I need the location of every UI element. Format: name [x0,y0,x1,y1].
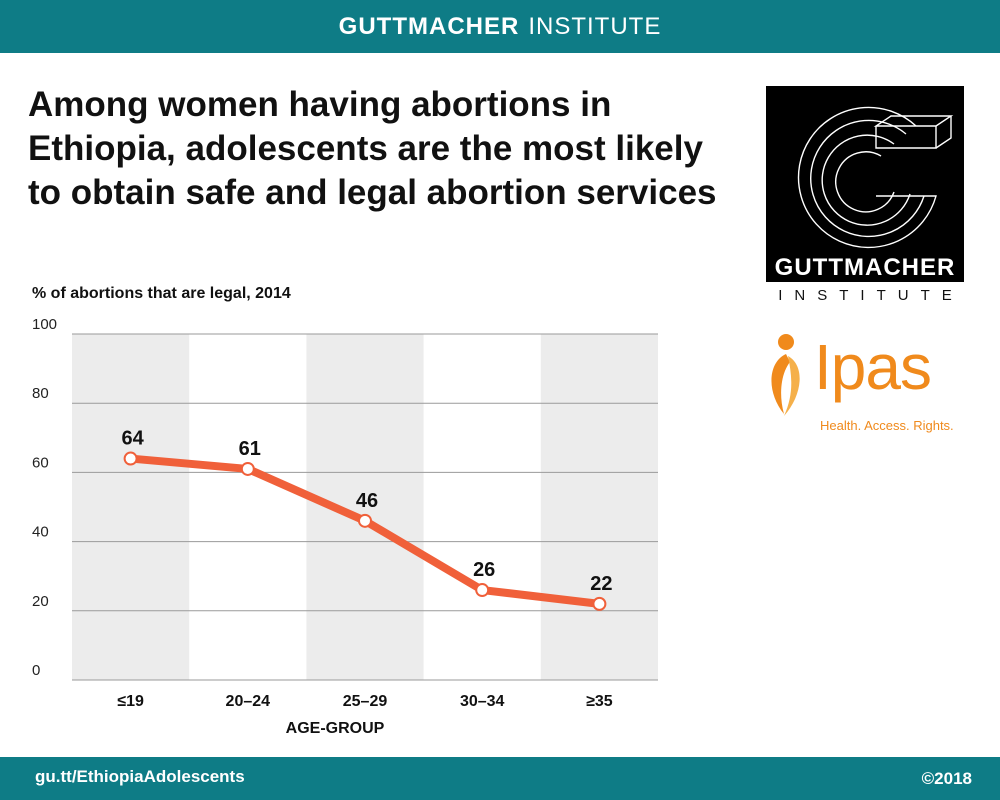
y-tick-label: 100 [32,316,57,333]
guttmacher-logo: GUTTMACHER INSTITUTE [766,86,964,304]
x-tick-label: ≤19 [117,693,144,710]
ipas-figure-icon [771,334,800,416]
page-title: Among women having abortions in Ethiopia… [28,85,717,212]
ipas-wordmark: Ipas [814,331,932,403]
data-point [240,461,255,476]
footer-bar: gu.tt/EthiopiaAdolescents ©2018 [0,757,1000,800]
chart-band [72,334,190,680]
header-brand-bold: GUTTMACHER [338,12,520,40]
data-label: 61 [239,438,261,460]
footer-url[interactable]: gu.tt/EthiopiaAdolescents [35,767,245,786]
guttmacher-logo-name: GUTTMACHER [774,254,956,281]
y-tick-label: 60 [32,454,49,471]
x-tick-label: ≥35 [586,693,613,710]
x-axis-label: AGE-GROUP [286,720,385,737]
y-tick-label: 20 [32,593,49,610]
header-brand-light: INSTITUTE [528,12,662,40]
y-tick-label: 80 [32,385,49,402]
y-tick-label: 40 [32,524,49,541]
guttmacher-g-mark-icon [766,86,964,282]
header-bar: GUTTMACHER INSTITUTE [0,0,1000,53]
x-tick-label: 25–29 [343,693,388,710]
y-tick-label: 0 [32,662,40,679]
x-tick-label: 30–34 [460,693,505,710]
data-point [592,596,607,611]
data-label: 26 [473,559,495,581]
data-label: 46 [356,490,378,512]
guttmacher-logo-sub: INSTITUTE [778,287,964,304]
data-label: 64 [121,428,144,450]
ipas-logo: Ipas Health. Access. Rights. [762,330,972,440]
data-point [475,583,490,598]
chart-band [540,334,658,680]
line-chart: 0 20 40 60 80 100 64 61 46 26 22 ≤19 20–24 25–29 30–34… [32,316,658,737]
chart-title: % of abortions that are legal, 2014 [32,285,291,302]
data-point [358,513,372,528]
data-point [123,451,138,466]
ipas-tagline: Health. Access. Rights. [820,418,954,433]
data-label: 22 [590,573,612,595]
x-tick-label: 20–24 [226,693,271,710]
footer-copyright: ©2018 [921,769,972,788]
